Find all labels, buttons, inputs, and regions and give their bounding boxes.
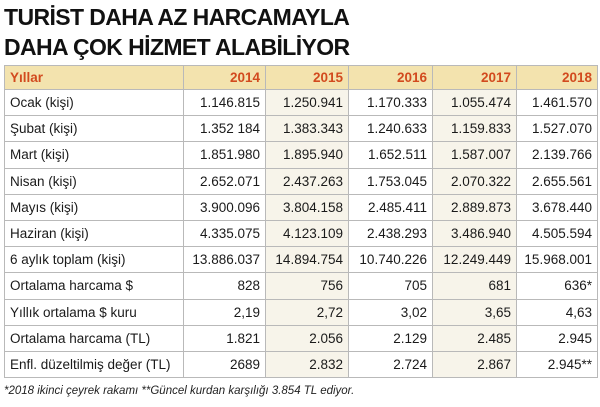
cell: 2.070.322 xyxy=(432,167,517,195)
row-label: Şubat (kişi) xyxy=(4,115,184,143)
cell: 10.740.226 xyxy=(348,246,433,274)
cell: 2,19 xyxy=(183,298,266,326)
cell: 1.652.511 xyxy=(348,141,433,169)
cell: 2.652.071 xyxy=(183,167,266,195)
cell: 636* xyxy=(516,272,598,300)
cell: 1.055.474 xyxy=(432,88,517,117)
cell: 2.437.263 xyxy=(265,167,349,195)
cell: 2689 xyxy=(183,350,266,379)
table-row: 6 aylık toplam (kişi) 13.886.037 14.894.75… xyxy=(4,246,598,274)
cell: 2.945 xyxy=(516,324,598,352)
table-row: Yıllık ortalama $ kuru 2,19 2,72 3,02 3,65 4,… xyxy=(4,298,598,326)
row-label: 6 aylık toplam (kişi) xyxy=(4,246,184,274)
cell: 13.886.037 xyxy=(183,246,266,274)
data-table: Yıllar 2014 2015 2016 2017 2018 Ocak (kişi) 1.… xyxy=(4,65,598,379)
cell: 2.139.766 xyxy=(516,141,598,169)
table-row: Ocak (kişi) 1.146.815 1.250.941 1.170.333 1.… xyxy=(4,88,598,117)
cell: 4.505.594 xyxy=(516,219,598,248)
cell: 681 xyxy=(432,272,517,300)
cell: 1.587.007 xyxy=(432,141,517,169)
cell: 756 xyxy=(265,272,349,300)
cell: 4.123.109 xyxy=(265,219,349,248)
cell: 1.159.833 xyxy=(432,115,517,143)
cell: 2.945** xyxy=(516,350,598,379)
cell: 1.170.333 xyxy=(348,88,433,117)
cell: 3,02 xyxy=(348,298,433,326)
cell: 12.249.449 xyxy=(432,246,517,274)
row-label: Haziran (kişi) xyxy=(4,219,184,248)
cell: 2.867 xyxy=(432,350,517,379)
table-row: Şubat (kişi) 1.352 184 1.383.343 1.240.633 1… xyxy=(4,115,598,143)
column-header: 2014 xyxy=(183,65,266,90)
title-line: TURİST DAHA AZ HARCAMAYLA xyxy=(4,4,350,30)
title-line: DAHA ÇOK HİZMET ALABİLİYOR xyxy=(4,34,350,60)
footnote: *2018 ikinci çeyrek rakamı **Güncel kurd… xyxy=(4,385,355,397)
row-label: Ocak (kişi) xyxy=(4,88,184,117)
cell: 3,65 xyxy=(432,298,517,326)
cell: 1.821 xyxy=(183,324,266,352)
cell: 14.894.754 xyxy=(265,246,349,274)
table-row: Ortalama harcama (TL) 1.821 2.056 2.129 2.48… xyxy=(4,324,598,352)
cell: 1.895.940 xyxy=(265,141,349,169)
cell: 1.352 184 xyxy=(183,115,266,143)
cell: 2.832 xyxy=(265,350,349,379)
row-label: Ortalama harcama $ xyxy=(4,272,184,300)
cell: 15.968.001 xyxy=(516,246,598,274)
cell: 828 xyxy=(183,272,266,300)
row-label: Yıllık ortalama $ kuru xyxy=(4,298,184,326)
cell: 1.851.980 xyxy=(183,141,266,169)
cell: 3.486.940 xyxy=(432,219,517,248)
row-label: Mart (kişi) xyxy=(4,141,184,169)
column-header: Yıllar xyxy=(4,65,184,90)
cell: 1.753.045 xyxy=(348,167,433,195)
cell: 1.383.343 xyxy=(265,115,349,143)
cell: 2,72 xyxy=(265,298,349,326)
row-label: Mayıs (kişi) xyxy=(4,193,184,221)
cell: 2.889.873 xyxy=(432,193,517,221)
cell: 2.438.293 xyxy=(348,219,433,248)
column-header: 2018 xyxy=(516,65,598,90)
cell: 1.240.633 xyxy=(348,115,433,143)
cell: 705 xyxy=(348,272,433,300)
cell: 2.129 xyxy=(348,324,433,352)
cell: 4,63 xyxy=(516,298,598,326)
cell: 4.335.075 xyxy=(183,219,266,248)
table-row: Nisan (kişi) 2.652.071 2.437.263 1.753.045 2… xyxy=(4,167,598,195)
table-row: Mayıs (kişi) 3.900.096 3.804.158 2.485.411 2… xyxy=(4,193,598,221)
cell: 2.485 xyxy=(432,324,517,352)
table-body: Ocak (kişi) 1.146.815 1.250.941 1.170.333 1.… xyxy=(4,88,598,379)
cell: 1.527.070 xyxy=(516,115,598,143)
cell: 1.461.570 xyxy=(516,88,598,117)
cell: 1.250.941 xyxy=(265,88,349,117)
cell: 2.485.411 xyxy=(348,193,433,221)
row-label: Enfl. düzeltilmiş değer (TL) xyxy=(4,350,184,379)
row-label: Ortalama harcama (TL) xyxy=(4,324,184,352)
table-row: Enfl. düzeltilmiş değer (TL) 2689 2.832 2.7… xyxy=(4,350,598,379)
table-header: Yıllar 2014 2015 2016 2017 2018 xyxy=(4,65,598,90)
cell: 1.146.815 xyxy=(183,88,266,117)
cell: 2.056 xyxy=(265,324,349,352)
table-row: Haziran (kişi) 4.335.075 4.123.109 2.438.29… xyxy=(4,219,598,248)
column-header: 2016 xyxy=(348,65,433,90)
cell: 3.678.440 xyxy=(516,193,598,221)
table-row: Mart (kişi) 1.851.980 1.895.940 1.652.511 1.… xyxy=(4,141,598,169)
cell: 3.900.096 xyxy=(183,193,266,221)
column-header: 2015 xyxy=(265,65,349,90)
cell: 2.724 xyxy=(348,350,433,379)
table-row: Ortalama harcama $828 756 705 681 636* xyxy=(4,272,598,300)
cell: 3.804.158 xyxy=(265,193,349,221)
row-label: Nisan (kişi) xyxy=(4,167,184,195)
header-row: Yıllar 2014 2015 2016 2017 2018 xyxy=(4,65,598,90)
cell: 2.655.561 xyxy=(516,167,598,195)
title: TURİST DAHA AZ HARCAMAYLA DAHA ÇOK HİZME… xyxy=(4,2,350,62)
column-header: 2017 xyxy=(432,65,517,90)
